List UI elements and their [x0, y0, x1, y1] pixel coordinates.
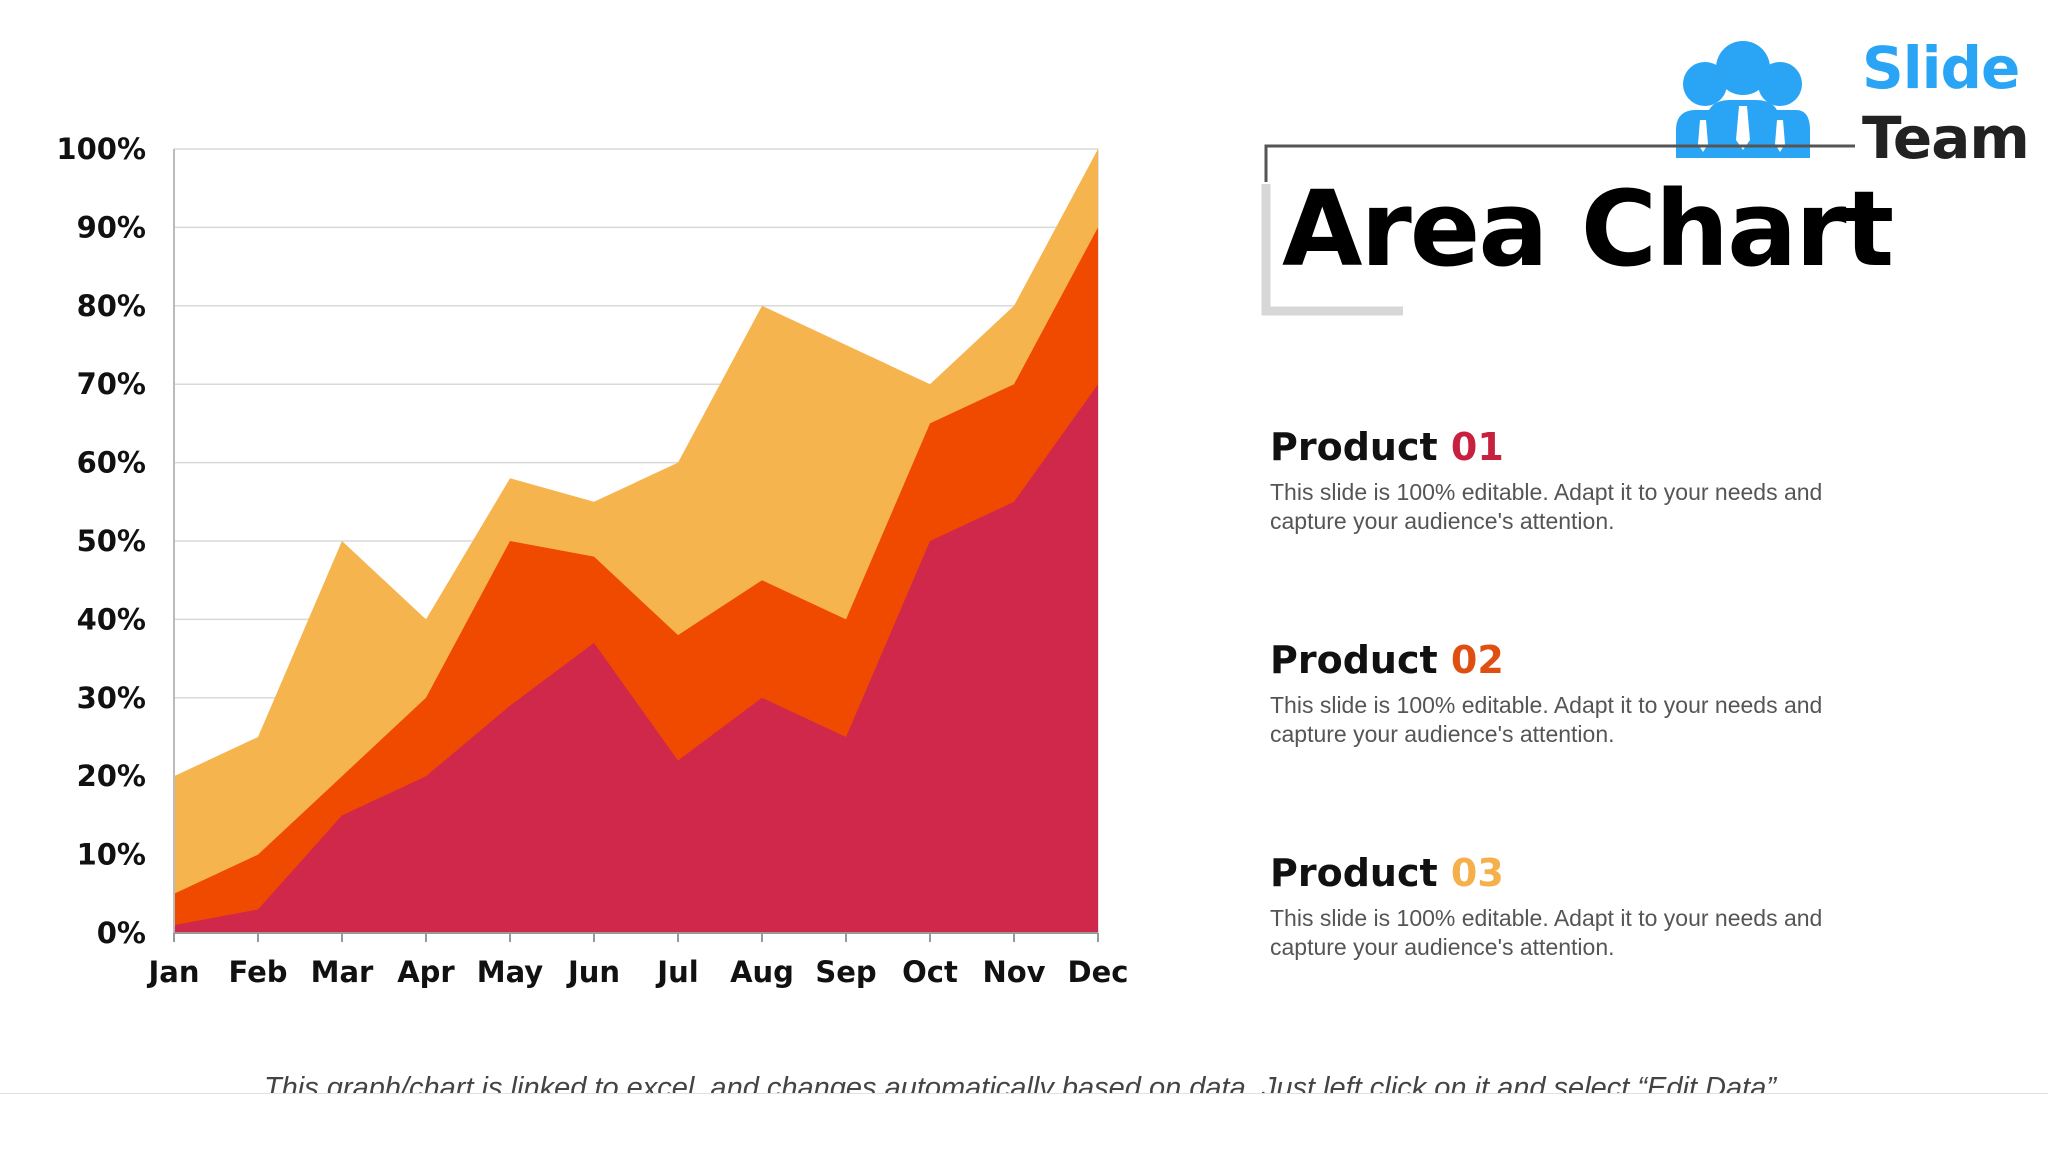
logo-text-team: Team: [1862, 104, 2030, 172]
people-icon: [1676, 41, 1810, 158]
area-series-3: [174, 384, 1098, 933]
area-chart: Jan Feb Mar Apr May Jun Jul Aug Sep Oct Nov Dec 0% 10…: [56, 132, 1129, 989]
product-02-title: Product 02: [1270, 637, 1830, 683]
y-tick-label: 0%: [97, 916, 146, 950]
product-02-description: This slide is 100% editable. Adapt it to…: [1270, 692, 1823, 747]
x-tick-label: Aug: [730, 955, 794, 989]
product-01-label: Product: [1270, 425, 1438, 469]
bottom-bar: [0, 1093, 2048, 1153]
slideteam-logo: [1662, 28, 2022, 168]
product-02: Product 02 This slide is 100% editable. …: [1270, 637, 1830, 749]
x-tick-label: Oct: [902, 955, 958, 989]
x-tick-label: Jan: [146, 955, 199, 989]
x-tick-label: Mar: [311, 955, 374, 989]
x-tick-label: Jun: [566, 955, 620, 989]
product-02-number: 02: [1450, 638, 1504, 682]
y-tick-label: 20%: [77, 759, 146, 793]
product-01-description: This slide is 100% editable. Adapt it to…: [1270, 479, 1823, 534]
product-03-number: 03: [1450, 851, 1504, 895]
x-tick-label: Jul: [655, 955, 698, 989]
y-tick-label: 60%: [77, 446, 146, 480]
logo-text-slide: Slide: [1862, 34, 2020, 102]
x-tick-label: Sep: [815, 955, 876, 989]
y-tick-label: 30%: [77, 681, 146, 715]
y-tick-label: 70%: [77, 367, 146, 401]
y-tick-label: 50%: [77, 524, 146, 558]
title-frame: [1261, 144, 1855, 316]
y-tick-label: 80%: [77, 289, 146, 323]
x-tick-label: Dec: [1068, 955, 1129, 989]
product-01-title: Product 01: [1270, 424, 1830, 470]
x-tick-label: May: [477, 955, 544, 989]
y-tick-label: 100%: [56, 132, 146, 166]
product-03-label: Product: [1270, 851, 1438, 895]
product-03-title: Product 03: [1270, 850, 1830, 896]
product-01: Product 01 This slide is 100% editable. …: [1270, 424, 1830, 536]
product-01-number: 01: [1450, 425, 1504, 469]
y-tick-label: 40%: [77, 602, 146, 636]
y-tick-label: 90%: [77, 210, 146, 244]
x-tick-label: Nov: [982, 955, 1045, 989]
x-tick-label: Apr: [397, 955, 455, 989]
product-02-label: Product: [1270, 638, 1438, 682]
page-title: Area Chart: [1282, 168, 1894, 290]
y-tick-label: 10%: [77, 838, 146, 872]
product-03-description: This slide is 100% editable. Adapt it to…: [1270, 905, 1823, 960]
x-tick-label: Feb: [228, 955, 287, 989]
product-03: Product 03 This slide is 100% editable. …: [1270, 850, 1830, 962]
